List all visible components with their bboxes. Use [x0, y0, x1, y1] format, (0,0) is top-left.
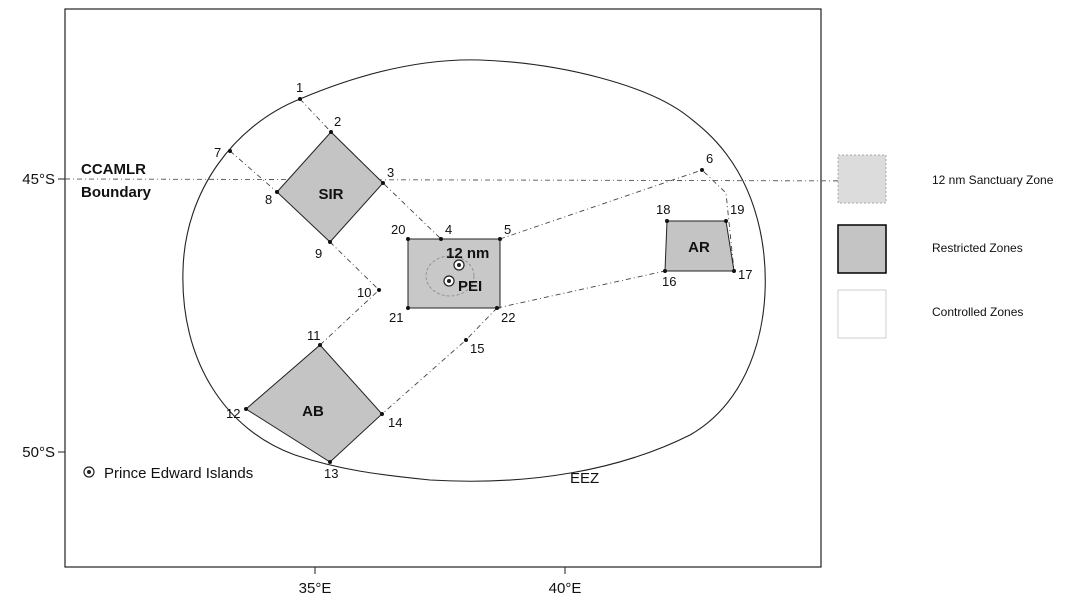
zone-12nm-sanctuary — [407, 238, 501, 309]
legend-label-sanctuary: 12 nm Sanctuary Zone — [932, 173, 1054, 187]
eez-boundary — [182, 59, 766, 482]
pei-legend-dot — [87, 470, 91, 474]
point-label-13: 13 — [324, 466, 338, 481]
label-pei: PEI — [458, 278, 482, 295]
point-label-21: 21 — [389, 310, 403, 325]
point-label-20: 20 — [391, 222, 405, 237]
point-label-3: 3 — [387, 165, 394, 180]
legend-swatch-sanctuary — [837, 154, 887, 204]
point-label-17: 17 — [738, 267, 752, 282]
y-tick-label-45: 45°S — [22, 171, 55, 188]
map-frame — [64, 8, 822, 568]
zone-label-sir: SIR — [318, 186, 343, 203]
point-label-9: 9 — [315, 246, 322, 261]
point-label-22: 22 — [501, 310, 515, 325]
legend-swatch-restricted — [837, 224, 887, 274]
point-label-2: 2 — [334, 114, 341, 129]
ccamlr-label-line1: CCAMLR — [81, 161, 146, 178]
point-label-12: 12 — [226, 406, 240, 421]
ccamlr-label-line2: Boundary — [81, 184, 152, 201]
point-label-15: 15 — [470, 341, 484, 356]
point-label-16: 16 — [662, 274, 676, 289]
point-label-6: 6 — [706, 151, 713, 166]
point-label-14: 14 — [388, 415, 402, 430]
legend-swatch-controlled — [837, 289, 887, 339]
point-label-10: 10 — [357, 285, 371, 300]
pei-12nm-ring — [425, 255, 475, 297]
point-label-7: 7 — [214, 145, 221, 160]
legend-label-restricted: Restricted Zones — [932, 241, 1023, 255]
x-tick-label-35: 35°E — [299, 580, 332, 597]
marion-island-dot — [457, 263, 461, 267]
point-label-8: 8 — [265, 192, 272, 207]
point-label-11: 11 — [307, 328, 321, 343]
point-label-4: 4 — [445, 222, 452, 237]
zone-label-ar: AR — [688, 239, 710, 256]
y-tick-label-50: 50°S — [22, 444, 55, 461]
legend-label-controlled: Controlled Zones — [932, 305, 1023, 319]
label-12nm: 12 nm — [446, 245, 489, 262]
point-label-19: 19 — [730, 202, 744, 217]
zone-label-ab: AB — [302, 403, 324, 420]
boundary-points — [228, 97, 736, 464]
x-tick-label-40: 40°E — [549, 580, 582, 597]
point-label-5: 5 — [504, 222, 511, 237]
point-label-1: 1 — [296, 80, 303, 95]
point-label-18: 18 — [656, 202, 670, 217]
eez-label: EEZ — [570, 470, 599, 487]
prince-edward-island-dot — [447, 279, 451, 283]
pei-legend-label: Prince Edward Islands — [104, 465, 253, 482]
ccamlr-boundary-line — [64, 178, 886, 182]
